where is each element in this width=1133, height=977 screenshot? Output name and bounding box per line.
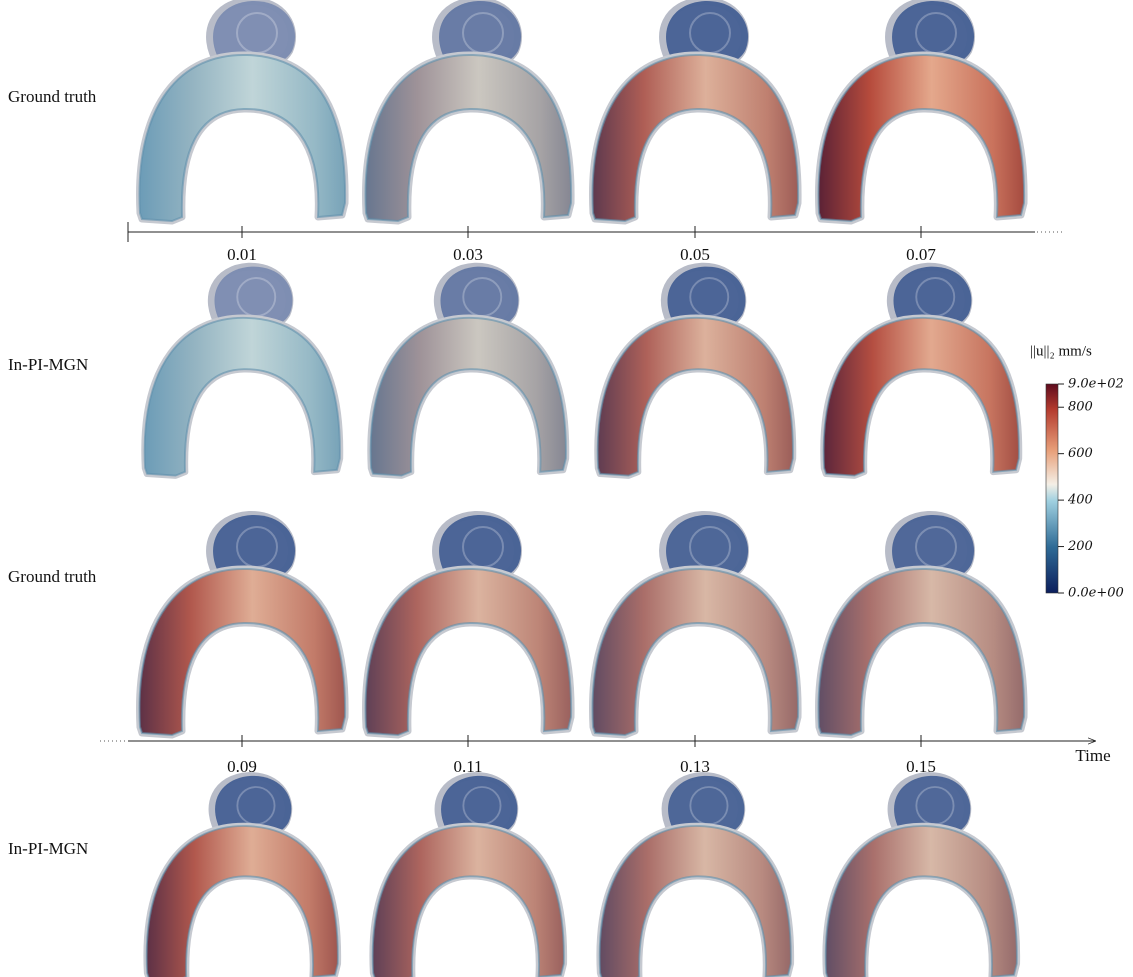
tick-label: 0.01	[227, 245, 257, 264]
tick-label: 0.13	[680, 757, 710, 776]
colorbar-tick-label: 400	[1067, 493, 1093, 508]
aneurysm-render	[365, 1, 571, 221]
aneurysm-render	[824, 267, 1019, 476]
figure: Time ||u||₂ mm/s 0.0e+00 200 400 600 800 9.0e…	[0, 0, 1133, 977]
panels	[139, 1, 1024, 977]
row-label: In-PI-MGN	[8, 355, 88, 374]
tick-label: 0.11	[453, 757, 482, 776]
colorbar-tick-label: 600	[1068, 446, 1093, 461]
aneurysm-render	[147, 776, 338, 977]
colorbar-ticks: 0.0e+00 200 400 600 800 9.0e+02	[1058, 377, 1124, 601]
colorbar-title: ||u||₂ mm/s	[1030, 343, 1092, 359]
aneurysm-render	[145, 267, 340, 476]
colorbar-tick-label: 200	[1067, 539, 1093, 554]
aneurysm-render	[592, 1, 798, 221]
aneurysm-render	[826, 776, 1017, 977]
aneurysm-render	[373, 776, 564, 977]
aneurysm-render	[139, 1, 345, 221]
colorbar	[1046, 384, 1058, 593]
aneurysm-render	[818, 515, 1024, 735]
colorbar-tick-label: 0.0e+00	[1068, 586, 1124, 601]
row-label: Ground truth	[8, 87, 97, 106]
tick-label: 0.09	[227, 757, 257, 776]
tick-label: 0.07	[906, 245, 936, 264]
axis-label: Time	[1075, 746, 1110, 765]
tick-label: 0.15	[906, 757, 936, 776]
row-label: Ground truth	[8, 567, 97, 586]
row-label: In-PI-MGN	[8, 839, 88, 858]
aneurysm-render	[139, 515, 345, 735]
colorbar-tick-label: 800	[1068, 400, 1093, 415]
aneurysm-render	[371, 267, 566, 476]
aneurysm-render	[592, 515, 798, 735]
colorbar-tick-label: 9.0e+02	[1068, 377, 1124, 392]
aneurysm-render	[365, 515, 571, 735]
aneurysm-render	[818, 1, 1024, 221]
tick-label: 0.05	[680, 245, 710, 264]
tick-label: 0.03	[453, 245, 483, 264]
aneurysm-render	[598, 267, 793, 476]
aneurysm-render	[600, 776, 791, 977]
